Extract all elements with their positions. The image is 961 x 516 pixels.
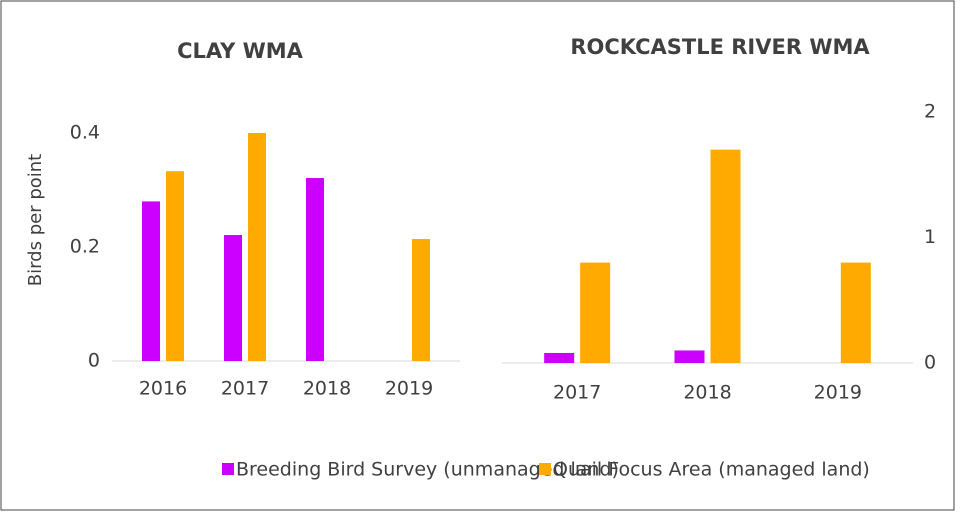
x-tick-label: 2017 bbox=[221, 378, 269, 400]
bar bbox=[580, 262, 611, 363]
chart-title: ROCKCASTLE RIVER WMA bbox=[570, 35, 870, 59]
bar bbox=[248, 133, 266, 361]
bar bbox=[412, 239, 430, 361]
bar bbox=[142, 201, 160, 361]
bar bbox=[544, 352, 575, 363]
chart-title: CLAY WMA bbox=[177, 39, 304, 63]
x-tick-label: 2016 bbox=[139, 378, 187, 400]
x-tick-label: 2018 bbox=[683, 382, 731, 404]
y-tick-label: 0 bbox=[88, 350, 100, 372]
y-tick-label: 0.4 bbox=[70, 122, 100, 144]
legend-swatch bbox=[539, 463, 551, 475]
x-tick-label: 2019 bbox=[814, 382, 862, 404]
y-tick-label: 0.2 bbox=[70, 236, 100, 258]
legend-swatch bbox=[222, 463, 234, 475]
bar bbox=[306, 178, 324, 361]
bar bbox=[840, 262, 871, 363]
x-tick-label: 2017 bbox=[553, 382, 601, 404]
legend-label: Quail Focus Area (managed land) bbox=[553, 459, 870, 481]
bar bbox=[224, 235, 242, 361]
x-tick-label: 2019 bbox=[385, 378, 433, 400]
x-tick-label: 2018 bbox=[303, 378, 351, 400]
bar bbox=[166, 171, 184, 361]
bar bbox=[710, 149, 741, 363]
y-tick-label: 0 bbox=[924, 352, 936, 374]
y-tick-label: 1 bbox=[924, 226, 936, 248]
bar bbox=[674, 350, 705, 363]
y-axis-label: Birds per point bbox=[25, 154, 46, 287]
legend-label: Breeding Bird Survey (unmanaged land) bbox=[236, 459, 619, 481]
y-tick-label: 2 bbox=[924, 101, 936, 123]
